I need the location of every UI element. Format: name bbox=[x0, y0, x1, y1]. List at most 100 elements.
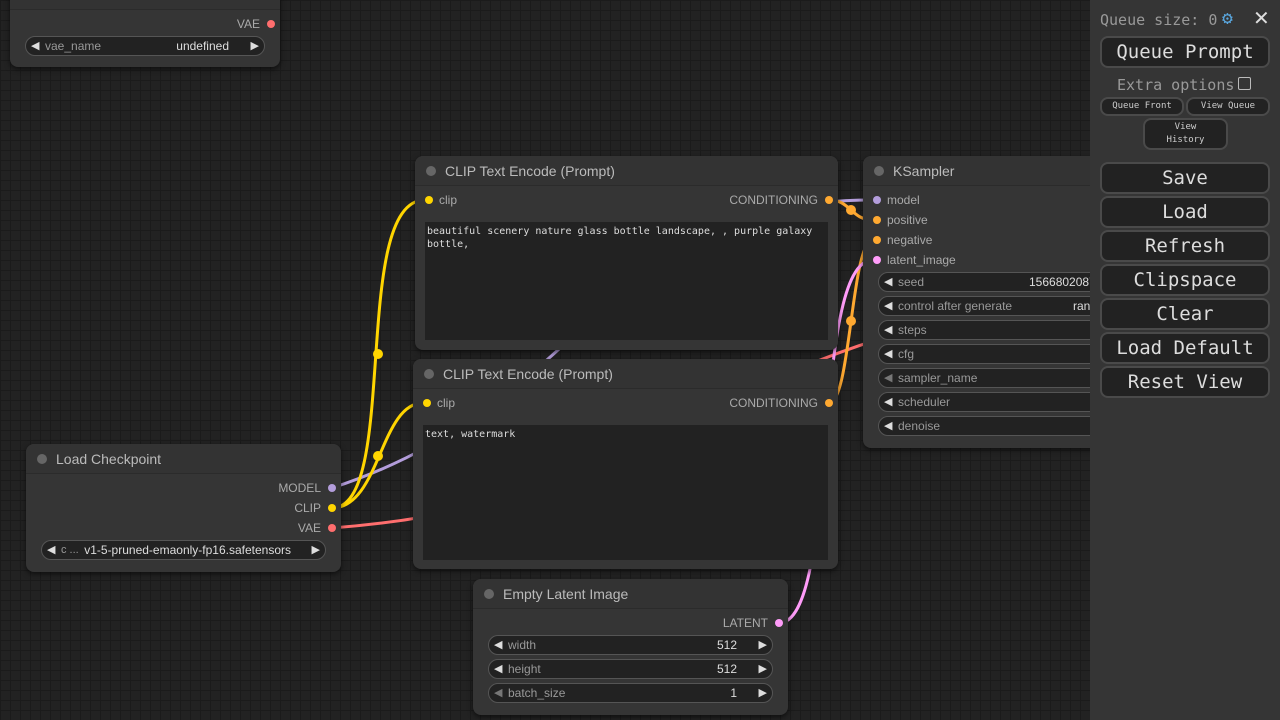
prompt-textarea[interactable]: text, watermark bbox=[423, 425, 828, 560]
collapse-dot[interactable] bbox=[484, 589, 494, 599]
arrow-left-icon[interactable]: ◀ bbox=[884, 396, 893, 408]
close-icon[interactable]: ✕ bbox=[1253, 6, 1270, 30]
slot-dot[interactable] bbox=[775, 619, 783, 627]
node-title-text: KSampler bbox=[893, 162, 955, 179]
view-queue-button[interactable]: View Queue bbox=[1186, 97, 1270, 116]
node-title[interactable] bbox=[10, 0, 280, 10]
slot-label: model bbox=[887, 193, 920, 207]
slot-label: CLIP bbox=[294, 501, 321, 515]
node-clip-text-encode-positive[interactable]: CLIP Text Encode (Prompt) clip CONDITION… bbox=[415, 156, 838, 350]
clear-button[interactable]: Clear bbox=[1100, 298, 1270, 330]
collapse-dot[interactable] bbox=[37, 454, 47, 464]
slot-dot[interactable] bbox=[873, 256, 881, 264]
node-clip-text-encode-negative[interactable]: CLIP Text Encode (Prompt) clip CONDITION… bbox=[413, 359, 838, 569]
slot-label: MODEL bbox=[278, 481, 321, 495]
input-model[interactable]: model bbox=[867, 193, 920, 207]
arrow-left-icon[interactable]: ◀ bbox=[494, 663, 503, 675]
ckpt-name-combo[interactable]: ◀ c ... v1-5-pruned-emaonly-fp16.safetenso… bbox=[41, 540, 326, 560]
slot-dot[interactable] bbox=[873, 196, 881, 204]
widget-label: seed bbox=[898, 275, 925, 289]
arrow-left-icon[interactable]: ◀ bbox=[884, 300, 893, 312]
collapse-dot[interactable] bbox=[426, 166, 436, 176]
arrow-left-icon[interactable]: ◀ bbox=[494, 639, 503, 651]
input-clip[interactable]: clip bbox=[417, 396, 455, 410]
vae-name-combo[interactable]: ◀ vae_name undefined ▶ bbox=[25, 36, 265, 56]
arrow-left-icon[interactable]: ◀ bbox=[884, 420, 893, 432]
load-default-button[interactable]: Load Default bbox=[1100, 332, 1270, 364]
slot-dot[interactable] bbox=[423, 399, 431, 407]
save-button[interactable]: Save bbox=[1100, 162, 1270, 194]
control-after-generate-combo[interactable]: ◀control after generaterandomize bbox=[878, 296, 1153, 316]
arrow-left-icon[interactable]: ◀ bbox=[47, 544, 56, 556]
node-title[interactable]: Empty Latent Image bbox=[473, 579, 788, 609]
height-number[interactable]: ◀ height 512 ▶ bbox=[488, 659, 773, 679]
wire-midpoint bbox=[846, 316, 856, 326]
load-button[interactable]: Load bbox=[1100, 196, 1270, 228]
output-clip[interactable]: CLIP bbox=[294, 501, 341, 515]
scheduler-combo[interactable]: ◀ scheduler bbox=[878, 392, 1153, 412]
node-title[interactable]: CLIP Text Encode (Prompt) bbox=[415, 156, 838, 186]
view-history-button[interactable]: View History bbox=[1143, 118, 1228, 150]
cfg-number[interactable]: ◀ cfg bbox=[878, 344, 1153, 364]
input-latent-image[interactable]: latent_image bbox=[867, 253, 956, 267]
node-title[interactable]: Load Checkpoint bbox=[26, 444, 341, 474]
prompt-textarea[interactable]: beautiful scenery nature glass bottle la… bbox=[425, 222, 828, 340]
slot-label: LATENT bbox=[722, 616, 768, 630]
refresh-button[interactable]: Refresh bbox=[1100, 230, 1270, 262]
input-positive[interactable]: positive bbox=[867, 213, 928, 227]
arrow-right-icon[interactable]: ▶ bbox=[758, 663, 767, 675]
slot-dot[interactable] bbox=[328, 504, 336, 512]
slot-dot[interactable] bbox=[328, 524, 336, 532]
widget-value: 512 bbox=[716, 662, 737, 676]
output-conditioning[interactable]: CONDITIONING bbox=[729, 193, 838, 207]
reset-view-button[interactable]: Reset View bbox=[1100, 366, 1270, 398]
queue-panel: Queue size: 0 ⚙ ✕ Queue Prompt Extra opt… bbox=[1090, 0, 1280, 720]
arrow-left-icon[interactable]: ◀ bbox=[494, 687, 503, 699]
queue-front-button[interactable]: Queue Front bbox=[1100, 97, 1184, 116]
input-negative[interactable]: negative bbox=[867, 233, 932, 247]
arrow-left-icon[interactable]: ◀ bbox=[884, 372, 893, 384]
clipspace-button[interactable]: Clipspace bbox=[1100, 264, 1270, 296]
output-model[interactable]: MODEL bbox=[278, 481, 341, 495]
queue-prompt-button[interactable]: Queue Prompt bbox=[1100, 36, 1270, 68]
steps-number[interactable]: ◀ steps bbox=[878, 320, 1153, 340]
node-title[interactable]: CLIP Text Encode (Prompt) bbox=[413, 359, 838, 389]
slot-dot[interactable] bbox=[873, 216, 881, 224]
node-empty-latent-image[interactable]: Empty Latent Image LATENT ◀ width 512 ▶ ◀ he… bbox=[473, 579, 788, 715]
gear-icon[interactable]: ⚙ bbox=[1222, 8, 1233, 29]
collapse-dot[interactable] bbox=[874, 166, 884, 176]
slot-dot[interactable] bbox=[825, 196, 833, 204]
seed-number[interactable]: ◀ seed 1566802087 bbox=[878, 272, 1153, 292]
extra-options-checkbox[interactable] bbox=[1238, 77, 1251, 90]
slot-dot[interactable] bbox=[425, 196, 433, 204]
arrow-right-icon[interactable]: ▶ bbox=[758, 639, 767, 651]
slot-dot[interactable] bbox=[873, 236, 881, 244]
widget-value: 512 bbox=[716, 638, 737, 652]
output-conditioning[interactable]: CONDITIONING bbox=[729, 396, 838, 410]
slot-dot[interactable] bbox=[328, 484, 336, 492]
node-load-checkpoint[interactable]: Load Checkpoint MODEL CLIP VAE ◀ c ... v1-… bbox=[26, 444, 341, 572]
output-vae[interactable]: VAE bbox=[298, 521, 341, 535]
input-clip[interactable]: clip bbox=[419, 193, 457, 207]
output-latent[interactable]: LATENT bbox=[723, 616, 788, 630]
widget-value: undefined bbox=[176, 39, 229, 53]
arrow-right-icon[interactable]: ▶ bbox=[758, 687, 767, 699]
widget-label: scheduler bbox=[898, 395, 951, 409]
collapse-dot[interactable] bbox=[424, 369, 434, 379]
slot-dot[interactable] bbox=[825, 399, 833, 407]
node-vae-loader[interactable]: VAE ◀ vae_name undefined ▶ bbox=[10, 0, 280, 67]
arrow-right-icon[interactable]: ▶ bbox=[311, 544, 320, 556]
widget-label: batch_size bbox=[508, 686, 566, 700]
arrow-left-icon[interactable]: ◀ bbox=[884, 324, 893, 336]
arrow-right-icon[interactable]: ▶ bbox=[250, 40, 259, 52]
arrow-left-icon[interactable]: ◀ bbox=[884, 276, 893, 288]
width-number[interactable]: ◀ width 512 ▶ bbox=[488, 635, 773, 655]
arrow-left-icon[interactable]: ◀ bbox=[884, 348, 893, 360]
batch-size-number[interactable]: ◀ batch_size 1 ▶ bbox=[488, 683, 773, 703]
arrow-left-icon[interactable]: ◀ bbox=[31, 40, 40, 52]
sampler-name-combo[interactable]: ◀ sampler_name bbox=[878, 368, 1153, 388]
denoise-number[interactable]: ◀ denoise bbox=[878, 416, 1153, 436]
slot-dot[interactable] bbox=[267, 20, 275, 28]
output-vae[interactable]: VAE bbox=[80, 17, 280, 31]
wire-midpoint bbox=[373, 349, 383, 359]
